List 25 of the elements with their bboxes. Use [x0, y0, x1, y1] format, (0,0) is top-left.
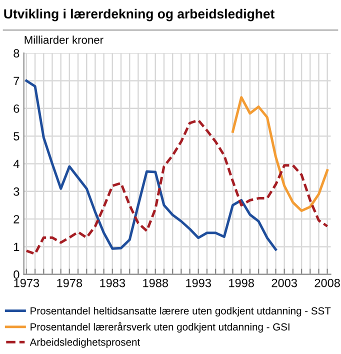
x-tick-label: 1983	[100, 278, 126, 288]
line-series	[25, 119, 329, 256]
line-series	[25, 80, 277, 251]
x-tick-label: 1998	[229, 278, 254, 288]
x-tick-label: 1993	[186, 278, 211, 288]
y-tick-label: 8	[14, 49, 20, 58]
x-tick-label: 1973	[14, 278, 40, 288]
y-tick-label: 7	[14, 76, 20, 86]
y-tick-label: 4	[13, 160, 20, 168]
y-tick-label: 2	[14, 215, 20, 224]
y-tick-label: 1	[14, 242, 20, 251]
y-axis-title: Milliarder kroner	[24, 36, 104, 44]
x-tick-label: 1988	[143, 278, 168, 288]
chart-title: Utvikling i lærerdekning og arbeidsledighet	[4, 8, 275, 22]
legend-label: Arbeidsledighetsprosent	[30, 338, 140, 348]
y-tick-label: 5	[14, 132, 20, 140]
x-tick-label: 2008	[314, 278, 340, 288]
x-tick-label: 2003	[272, 278, 297, 288]
y-tick-label: 3	[14, 187, 20, 196]
y-tick-label: 6	[14, 104, 20, 113]
line-series	[232, 96, 329, 212]
y-tick-label: 0	[14, 270, 20, 279]
legend-label: Prosentandel lærerårsverk uten godkjent utdanning - GSI	[30, 322, 290, 333]
x-tick-label: 1978	[57, 278, 82, 288]
legend-label: Prosentandel heltidsansatte lærere uten godkjent utdanning - SST	[30, 306, 331, 317]
